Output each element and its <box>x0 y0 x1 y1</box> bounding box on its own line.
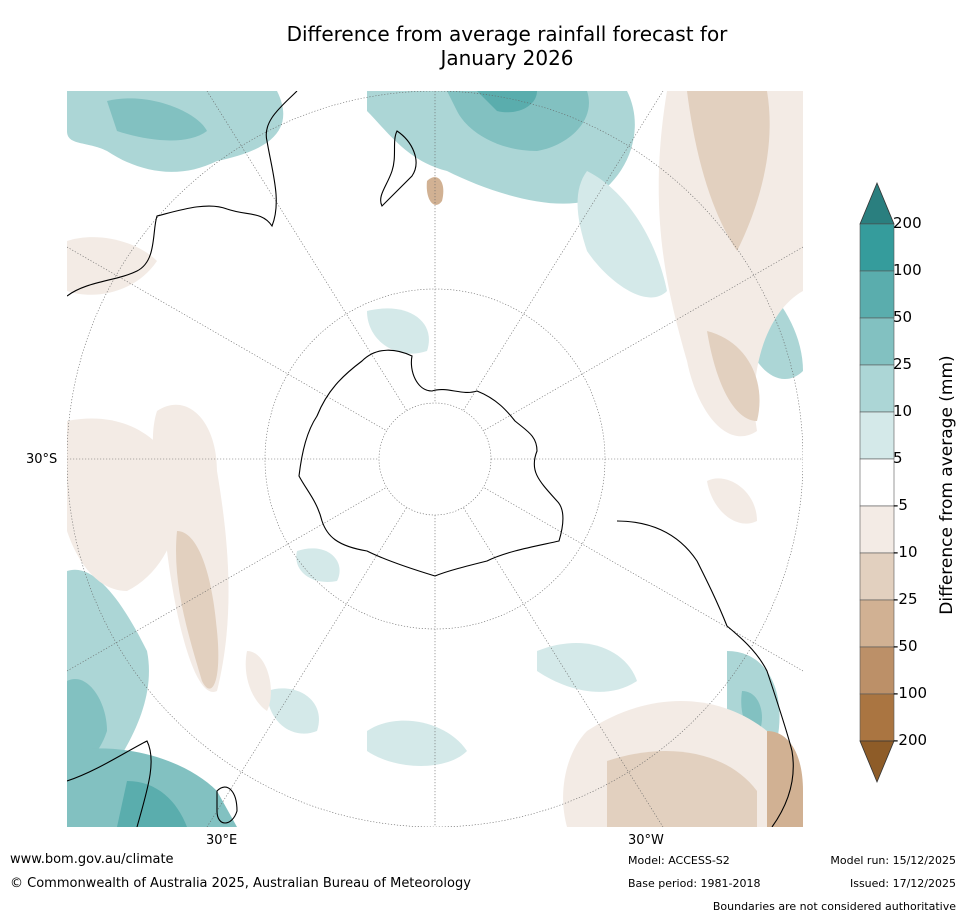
new-zealand-outline <box>380 130 417 207</box>
colorbar-tick-label: -25 <box>893 590 918 608</box>
colorbar-band <box>859 646 895 695</box>
antarctica-outline <box>298 349 564 577</box>
colorbar-band <box>859 411 895 460</box>
colorbar-tick-label: 100 <box>893 261 922 279</box>
colorbar-tick-label: -200 <box>893 731 928 749</box>
africa-outline <box>67 740 152 827</box>
colorbar-tick-label: 5 <box>893 449 903 467</box>
graticule <box>67 91 803 827</box>
footer-model-run: Model run: 15/12/2025 <box>830 854 956 867</box>
colorbar-tick-label: 200 <box>893 214 922 232</box>
wet-anomaly-regions <box>67 91 803 827</box>
footer-base-period: Base period: 1981-2018 <box>628 877 761 890</box>
title-line-2: January 2026 <box>440 46 574 70</box>
colorbar-tick-label: -5 <box>893 496 908 514</box>
footer-model: Model: ACCESS-S2 <box>628 854 730 867</box>
colorbar-band <box>859 693 895 742</box>
south-america-outline <box>616 520 794 827</box>
lat-label-30s: 30°S <box>26 452 58 467</box>
colorbar-band <box>859 223 895 272</box>
colorbar-tick-label: 10 <box>893 402 913 420</box>
colorbar-band <box>859 364 895 413</box>
colorbar-tick-label: -50 <box>893 637 918 655</box>
map-title: Difference from average rainfall forecas… <box>0 22 965 70</box>
colorbar-band <box>859 270 895 319</box>
dry-anomaly-regions <box>67 91 803 827</box>
colorbar-extend-min <box>859 740 895 784</box>
colorbar-extend-max <box>859 181 895 225</box>
lon-label-30w: 30°W <box>628 833 664 848</box>
colorbar-band <box>859 317 895 366</box>
colorbar-band <box>859 599 895 648</box>
lon-label-30e: 30°E <box>206 833 238 848</box>
footer-disclaimer: Boundaries are not considered authoritat… <box>712 900 956 913</box>
australia-outline <box>67 91 298 297</box>
title-line-1: Difference from average rainfall forecas… <box>286 22 728 46</box>
colorbar-tick-label: 50 <box>893 308 913 326</box>
colorbar-band <box>859 458 895 507</box>
colorbar-tick-label: -100 <box>893 684 928 702</box>
colorbar-tick-label: -10 <box>893 543 918 561</box>
footer-issued: Issued: 17/12/2025 <box>849 877 956 890</box>
footer-copyright: © Commonwealth of Australia 2025, Austra… <box>10 876 471 891</box>
madagascar-outline <box>216 786 238 824</box>
rainfall-anomaly-map <box>67 91 803 827</box>
colorbar-tick-label: 25 <box>893 355 913 373</box>
footer-website[interactable]: www.bom.gov.au/climate <box>10 852 174 867</box>
colorbar <box>859 181 895 784</box>
coastlines <box>67 91 794 827</box>
colorbar-band <box>859 552 895 601</box>
colorbar-title: Difference from average (mm) <box>937 355 957 615</box>
colorbar-band <box>859 505 895 554</box>
